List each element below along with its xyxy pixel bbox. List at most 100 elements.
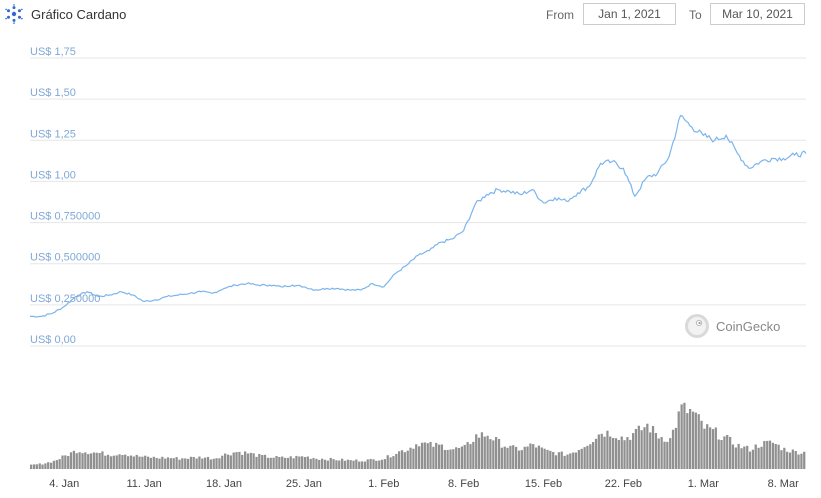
volume-bar [686,413,689,469]
volume-bar [121,455,124,469]
volume-bar [763,441,766,469]
volume-bar [89,453,93,469]
price-line [30,114,807,318]
volume-bar [98,453,101,469]
volume-bar [92,452,96,469]
volume-bar [35,464,38,469]
from-date-input[interactable] [583,3,676,25]
volume-bar [258,454,261,469]
volume-bar [58,459,61,469]
volume-bar [689,409,692,469]
y-tick-label: US$ 0,00 [30,334,76,346]
volume-bar [104,455,107,469]
volume-bar [155,457,158,469]
volume-bar [537,445,541,469]
volume-bar [426,443,429,469]
volume-bar [178,459,181,469]
volume-bar [286,457,290,469]
volume-bar [192,457,195,469]
volume-bar [221,455,224,469]
volume-bar [797,454,800,469]
volume-bar [623,440,626,469]
volume-bar [535,447,538,469]
volume-bar [583,447,586,469]
volume-bars [30,402,806,469]
volume-bar [115,455,118,469]
volume-bar [107,454,110,469]
volume-bar [366,459,369,469]
volume-bar [574,452,578,469]
volume-bar [703,428,706,469]
volume-bar [757,447,760,469]
volume-bar [204,457,207,469]
volume-bar [629,439,632,469]
volume-bar [238,451,241,469]
volume-bar [580,448,583,469]
volume-bar [329,457,332,469]
volume-bar [549,450,552,469]
volume-bar [455,447,458,469]
from-label: From [546,8,574,22]
volume-bar [355,459,358,469]
volume-bar [418,446,421,469]
volume-bar [640,430,643,469]
volume-bar [226,454,230,469]
volume-bar [415,444,418,469]
volume-bar [50,462,53,469]
volume-bar [609,436,612,469]
volume-bar [255,456,258,469]
volume-bar [224,453,227,469]
volume-bar [429,442,432,469]
volume-bar [149,457,153,469]
volume-bar [617,440,620,469]
volume-bar [509,445,512,469]
volume-bar [700,420,703,469]
volume-bar [341,458,344,469]
volume-bar [660,437,663,469]
volume-bar [135,454,138,469]
volume-bar [184,458,187,469]
volume-bar [378,460,381,469]
volume-bar [326,460,329,469]
volume-bar [67,456,70,469]
volume-bar [592,442,595,469]
volume-bar [263,454,267,469]
volume-bar [452,449,455,469]
volume-bar [486,435,489,469]
volume-bar [540,447,543,469]
x-tick-label: 1. Mar [688,478,720,490]
x-tick-label: 15. Feb [525,478,562,490]
volume-bar [32,464,36,469]
volume-bar [64,455,67,469]
volume-bar [489,439,492,469]
volume-bar [517,450,521,469]
volume-bar [252,453,255,469]
volume-bar [475,434,478,469]
volume-bar [232,452,235,469]
volume-bar [44,463,47,469]
volume-bar [794,451,797,469]
volume-bar [298,456,301,469]
volume-bar [321,458,324,469]
volume-bar [81,453,84,469]
volume-bar [338,460,341,469]
volume-bar [352,460,355,469]
volume-bar [409,447,412,469]
volume-bar [395,453,398,469]
volume-bar [175,457,178,469]
to-date-input[interactable] [710,3,805,25]
volume-bar [358,461,361,469]
volume-bar [520,450,523,469]
volume-bar [181,458,184,469]
volume-bar [671,429,675,469]
cardano-logo-icon [5,4,23,24]
volume-bar [783,447,786,469]
coingecko-credit[interactable]: CoinGecko [684,313,780,339]
volume-bar [52,460,56,469]
volume-bar [186,458,190,469]
volume-bar [400,450,404,469]
volume-bar [663,441,666,469]
volume-bar [720,440,723,469]
volume-bar [600,433,603,469]
